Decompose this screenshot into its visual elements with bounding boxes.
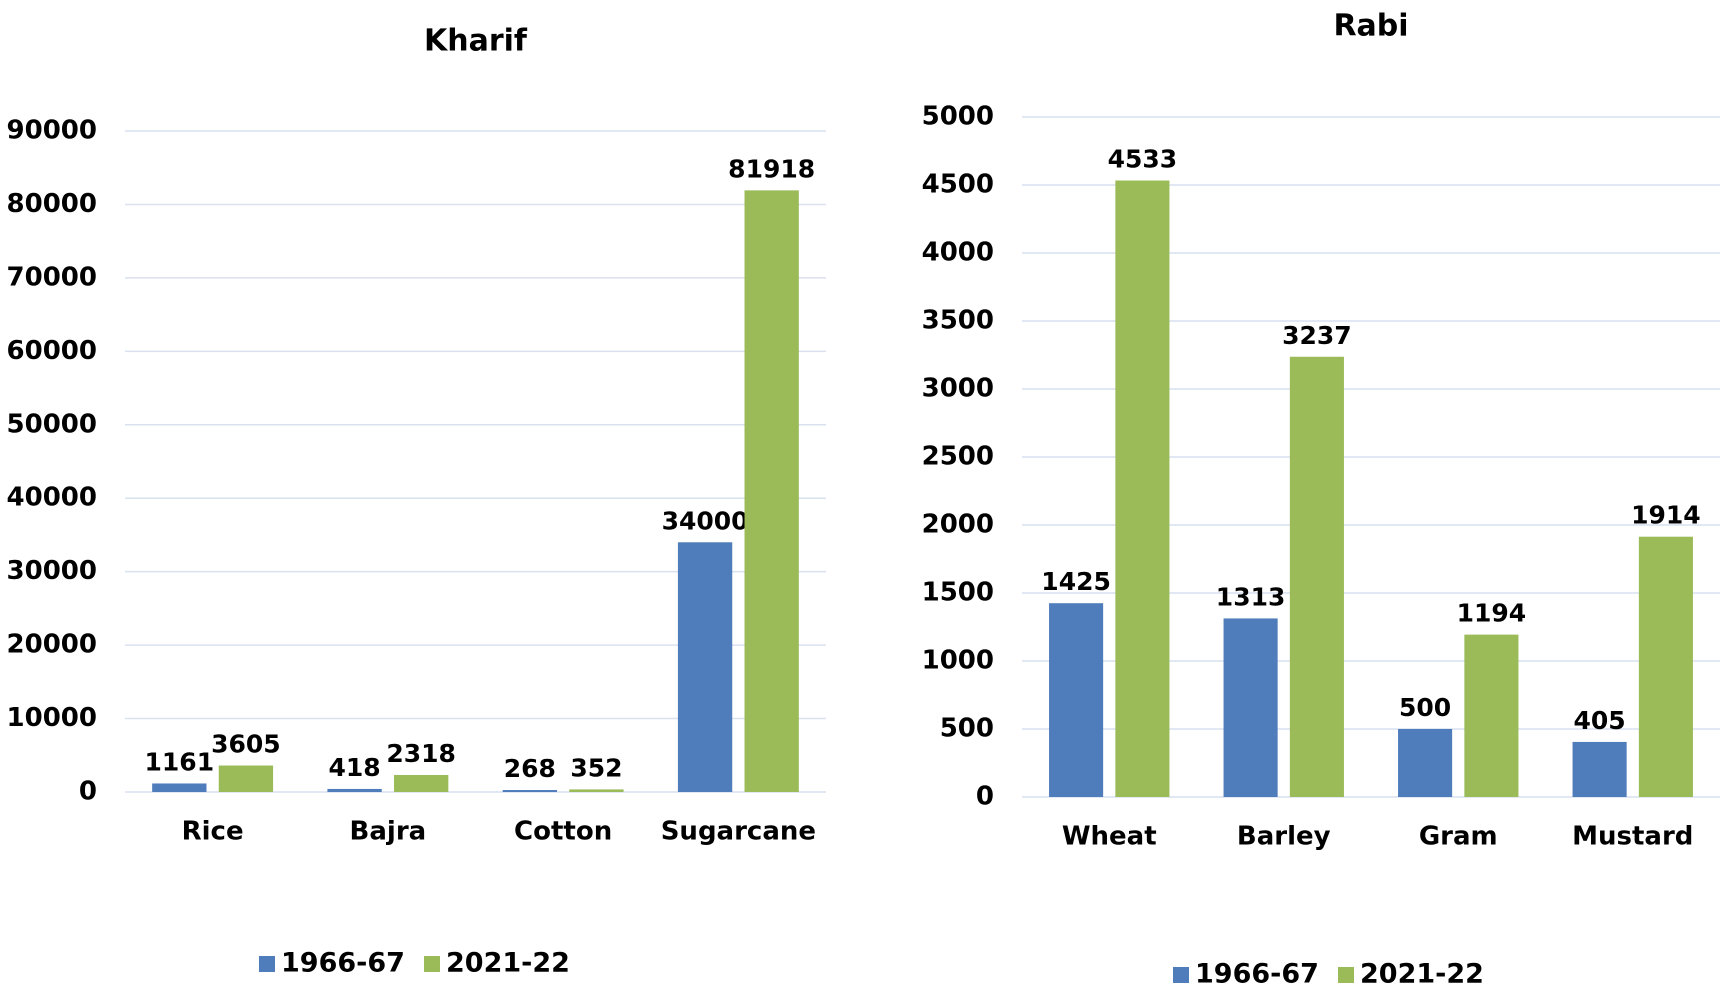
y-tick-label: 500	[940, 714, 994, 744]
y-tick-label: 4500	[922, 170, 994, 200]
bar	[1115, 180, 1170, 798]
legend-swatch	[424, 956, 440, 972]
bar	[1398, 729, 1453, 797]
bar	[677, 542, 733, 792]
x-tick-label: Gram	[1419, 822, 1498, 852]
y-tick-label: 60000	[7, 336, 97, 366]
bar	[502, 790, 557, 792]
bar	[152, 783, 207, 792]
y-tick-label: 50000	[7, 409, 97, 439]
value-label: 1425	[1041, 567, 1111, 596]
bar	[1638, 536, 1693, 797]
y-tick-label: 1500	[922, 578, 994, 608]
bar	[1464, 634, 1519, 797]
legend-swatch	[1338, 967, 1354, 983]
value-label: 500	[1399, 693, 1451, 722]
value-label: 1194	[1457, 599, 1527, 628]
y-tick-label: 0	[976, 782, 994, 812]
bar	[744, 190, 799, 793]
value-label: 268	[504, 754, 556, 783]
value-label: 418	[328, 753, 380, 782]
bar	[1223, 618, 1278, 797]
y-tick-label: 0	[79, 777, 97, 807]
legend-label: 2021-22	[446, 948, 570, 979]
bar	[1049, 603, 1104, 797]
x-tick-label: Wheat	[1062, 822, 1157, 852]
y-tick-label: 80000	[7, 189, 97, 219]
y-tick-label: 5000	[922, 102, 994, 132]
value-label: 2318	[386, 739, 456, 768]
bar	[394, 774, 449, 792]
legend-label: 2021-22	[1360, 959, 1484, 990]
y-tick-label: 70000	[7, 262, 97, 292]
y-tick-label: 1000	[922, 646, 994, 676]
bar	[327, 788, 382, 792]
y-tick-label: 90000	[7, 116, 97, 146]
y-tick-label: 10000	[7, 703, 97, 733]
x-tick-label: Rice	[182, 817, 244, 847]
x-tick-label: Bajra	[350, 817, 427, 847]
bar	[569, 789, 624, 792]
value-label: 352	[570, 753, 622, 782]
value-label: 1914	[1631, 501, 1701, 530]
legend-label: 1966-67	[281, 948, 405, 979]
x-tick-label: Sugarcane	[661, 817, 816, 847]
value-label: 81918	[728, 154, 815, 183]
x-tick-label: Mustard	[1572, 822, 1693, 852]
legend-swatch	[1173, 967, 1189, 983]
bar	[218, 765, 274, 792]
value-label: 4533	[1108, 145, 1178, 174]
legend-label: 1966-67	[1195, 959, 1319, 990]
legend-swatch	[259, 956, 275, 972]
y-tick-label: 4000	[922, 238, 994, 268]
x-tick-label: Cotton	[514, 817, 612, 847]
value-label: 34000	[662, 506, 749, 535]
value-label: 405	[1574, 706, 1626, 735]
bar	[1289, 356, 1344, 797]
y-tick-label: 2000	[922, 510, 994, 540]
value-label: 3237	[1282, 321, 1352, 350]
value-label: 1313	[1216, 582, 1286, 611]
y-tick-label: 30000	[7, 556, 97, 586]
y-tick-label: 3000	[922, 374, 994, 404]
value-label: 3605	[211, 730, 281, 759]
value-label: 1161	[145, 747, 215, 776]
y-tick-label: 2500	[922, 442, 994, 472]
y-tick-label: 40000	[7, 483, 97, 513]
chart-title: Rabi	[1333, 9, 1408, 44]
y-tick-label: 3500	[922, 306, 994, 336]
x-tick-label: Barley	[1237, 822, 1331, 852]
chart-title: Kharif	[424, 24, 528, 59]
y-tick-label: 20000	[7, 630, 97, 660]
bar	[1572, 741, 1627, 797]
